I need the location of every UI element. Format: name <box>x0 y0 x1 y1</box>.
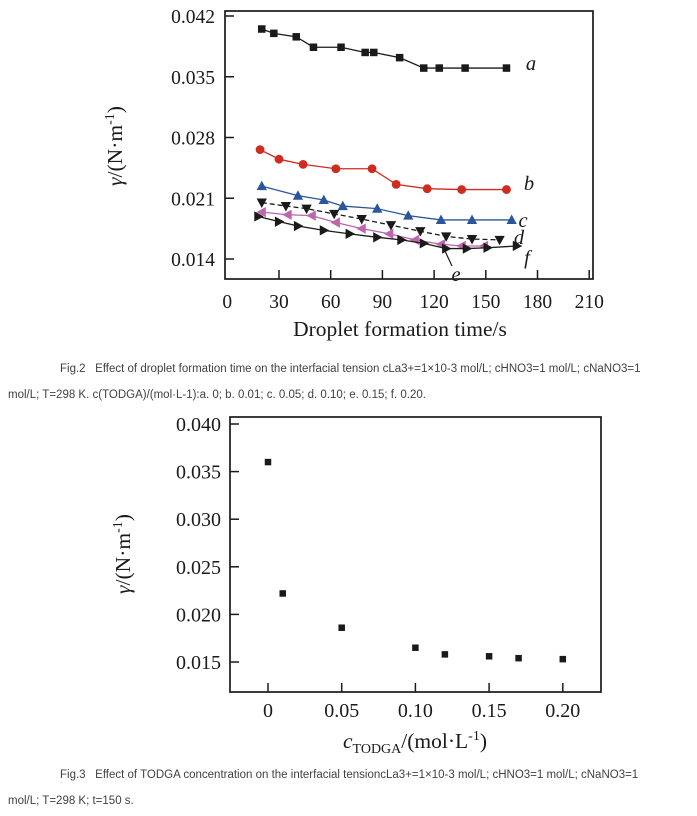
fig3-y-tick-label: 0.040 <box>176 414 221 436</box>
fig3-y-tick-label: 0.025 <box>176 557 221 579</box>
series-d-label: d <box>514 227 525 249</box>
series-d-markers <box>256 198 505 246</box>
fig2-y-tick-label: 0.021 <box>171 189 215 210</box>
fig2-x-tick-label: 60 <box>321 292 341 313</box>
fig3-caption: Fig.3 Effect of TODGA concentration on t… <box>8 769 639 807</box>
series-b-label: b <box>524 173 534 195</box>
fig2-x-tick-label: 30 <box>269 292 289 313</box>
fig3-x-tick-label: 0.05 <box>324 700 359 722</box>
fig2-y-tick-label: 0.042 <box>171 7 215 28</box>
fig2-x-tick-label: 120 <box>419 292 448 313</box>
fig3-y-tick-label: 0.035 <box>176 462 221 484</box>
fig2-x-tick-label: 180 <box>523 292 552 313</box>
series-f-markers <box>254 211 523 254</box>
fig2-caption: Fig.2 Effect of droplet formation time o… <box>8 363 641 401</box>
fig2-plot-box <box>224 10 594 280</box>
series-c-markers <box>256 180 517 224</box>
series-a-label: a <box>526 53 536 75</box>
series-e-pointer <box>444 250 453 267</box>
fig3-y-axis-label: γ/(N·m-1) <box>111 514 135 594</box>
series-e-markers <box>256 206 489 252</box>
fig2-y-tick-label: 0.035 <box>171 68 215 89</box>
fig2-x-tick-label: 210 <box>575 292 604 313</box>
fig2-x-tick-label: 90 <box>373 292 393 313</box>
fig3-x-tick-label: 0.10 <box>398 700 433 722</box>
series-b-markers <box>255 145 511 194</box>
fig3-x-tick-label: 0.20 <box>545 700 580 722</box>
fig3-chart: 0 0.05 0.10 0.15 0.20 0.015 0.020 0.025 0.030 0.0… <box>111 414 602 757</box>
fig2-x-tick-label: 150 <box>471 292 500 313</box>
series-b-line <box>259 149 507 191</box>
fig3-y-tick-label: 0.015 <box>176 652 221 674</box>
fig2-y-axis-label: γ/(N·m-1) <box>103 106 127 186</box>
fig3-y-tick-label: 0.030 <box>176 509 221 531</box>
fig2-x-tick-label: 0 <box>222 292 232 313</box>
fig2-x-axis-label: Droplet formation time/s <box>293 317 507 341</box>
series-a-markers <box>258 25 511 72</box>
fig3-x-tick-label: 0.15 <box>472 700 507 722</box>
series-d-line <box>261 201 500 241</box>
fig3-x-tick-label: 0 <box>263 700 273 722</box>
fig2-chart: 0 30 60 90 120 150 180 210 0.014 0.021 0.028 0.035 0… <box>103 7 604 341</box>
series-e-label: e <box>451 264 460 286</box>
series-interfacial-tension-markers <box>264 458 567 663</box>
fig2-y-tick-label: 0.028 <box>171 129 215 150</box>
series-f-label: f <box>524 247 533 269</box>
series-c-label: c <box>518 210 527 232</box>
series-e-line <box>261 211 485 247</box>
fig3-y-tick-label: 0.020 <box>176 604 221 626</box>
fig2-y-tick-label: 0.014 <box>171 250 215 271</box>
fig3-x-axis-label: cTODGA/(mol·L-1) <box>343 729 487 757</box>
